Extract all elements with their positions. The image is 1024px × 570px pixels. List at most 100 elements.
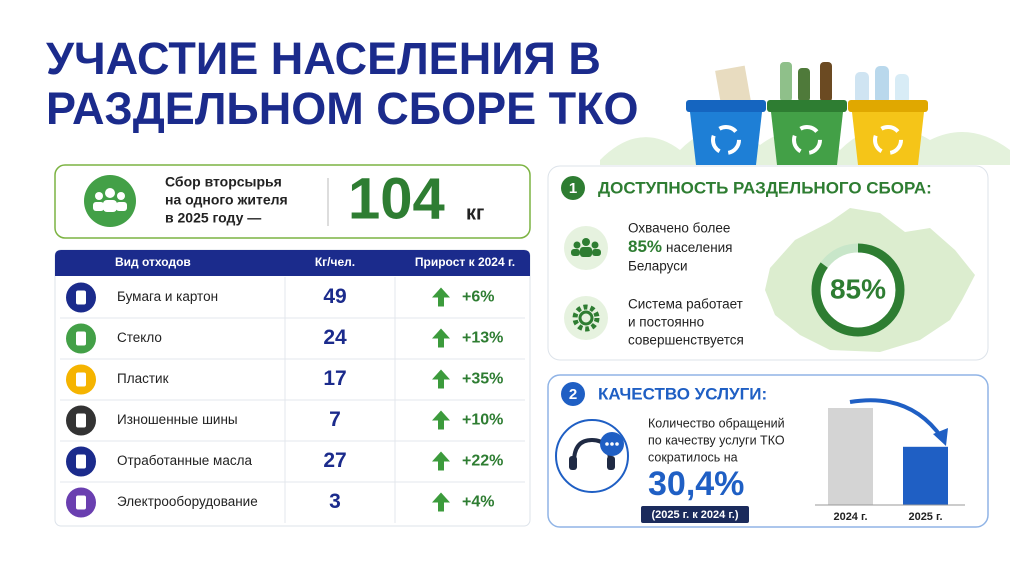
bin-lid — [848, 100, 928, 112]
growth: +13% — [462, 330, 503, 347]
table-body: Бумага и картон 49 +6% Стекло 24 +13% Пластик 1… — [60, 277, 525, 523]
growth: +22% — [462, 453, 503, 470]
summary-value: 104 — [348, 166, 445, 231]
summary-card — [54, 164, 531, 239]
bottle — [895, 74, 909, 104]
growth-arrow — [432, 410, 450, 430]
summary-text: на одного жителя — [165, 192, 288, 208]
kg-per-person: 27 — [323, 449, 346, 472]
item-text: Охвачено более — [628, 221, 730, 236]
quality-note: (2025 г. к 2024 г.) — [651, 509, 738, 521]
table-header — [55, 250, 530, 276]
waste-type: Бумага и картон — [117, 289, 218, 304]
section-number: 1 — [569, 180, 577, 197]
bar-label: 2025 г. — [908, 511, 942, 523]
bin-lid — [767, 100, 847, 112]
bottle — [820, 62, 832, 102]
quality-text: по качеству услуги ТКО — [648, 433, 785, 447]
growth-arrow — [432, 451, 450, 471]
bottle — [780, 62, 792, 102]
highlight: 85% — [628, 237, 662, 256]
kg-per-person: 3 — [329, 490, 341, 513]
bin-green — [771, 112, 843, 165]
summary-text: в 2025 году — — [165, 210, 261, 226]
item-text: 85% населения — [628, 237, 733, 256]
waste-type: Изношенные шины — [117, 412, 238, 427]
title: УЧАСТИЕ НАСЕЛЕНИЯ В — [46, 33, 601, 84]
quality-text: Количество обращений — [648, 416, 785, 430]
people-glyph — [571, 238, 601, 257]
bin-yellow — [852, 112, 924, 165]
row-icon-glyph — [76, 331, 86, 346]
quality-value: 30,4% — [648, 465, 744, 503]
growth: +6% — [462, 289, 494, 306]
support-icon-ring — [555, 419, 629, 493]
growth-arrow — [432, 328, 450, 348]
row-icon-glyph — [76, 454, 86, 469]
bins — [686, 62, 928, 165]
summary-text: Сбор вторсырья — [165, 174, 282, 190]
bin-lid — [686, 100, 766, 112]
kg-per-person: 49 — [323, 285, 346, 308]
section-title: КАЧЕСТВО УСЛУГИ: — [598, 384, 767, 403]
trend-arrow — [849, 398, 944, 440]
section-number: 2 — [569, 386, 577, 403]
section-number-badge — [561, 382, 585, 406]
row-icon-glyph — [76, 495, 86, 510]
recycle-symbol — [792, 125, 822, 155]
gear-icon — [564, 296, 608, 340]
column-header: Вид отходов — [115, 255, 191, 269]
donut-arc — [811, 243, 905, 337]
trend-arrowhead — [933, 428, 948, 446]
item-text: населения — [666, 240, 732, 255]
recycle-symbol — [711, 125, 741, 155]
note-box — [641, 506, 749, 523]
paper — [715, 65, 751, 107]
item-text: совершенствуется — [628, 333, 744, 348]
bottle — [798, 68, 810, 102]
quality-card — [547, 374, 989, 528]
growth: +10% — [462, 412, 503, 429]
waste-type: Стекло — [117, 330, 162, 345]
section-title: ДОСТУПНОСТЬ РАЗДЕЛЬНОГО СБОРА: — [598, 178, 932, 197]
growth-arrow — [432, 492, 450, 512]
bar — [828, 408, 873, 505]
bar-label: 2024 г. — [833, 511, 867, 523]
column-header: Прирост к 2024 г. — [415, 255, 515, 269]
kg-per-person: 7 — [329, 408, 341, 431]
bar-chart: 2024 г. 2025 г. — [815, 408, 965, 523]
section-number-badge — [561, 176, 585, 200]
row-icon-glyph — [76, 290, 86, 305]
growth-arrow — [432, 369, 450, 389]
chat-dots — [605, 442, 619, 446]
growth: +35% — [462, 371, 503, 388]
donut-label: 85% — [830, 273, 886, 304]
column-header: Кг/чел. — [315, 255, 355, 269]
kg-per-person: 24 — [323, 326, 347, 349]
row-icon-glyph — [76, 413, 86, 428]
bar — [903, 446, 948, 505]
growth-arrow — [432, 287, 450, 307]
bottle — [855, 72, 869, 104]
item-text: Система работает — [628, 297, 743, 312]
waste-type: Электрооборудование — [117, 494, 258, 509]
gear-glyph — [572, 304, 600, 332]
title: РАЗДЕЛЬНОМ СБОРЕ ТКО — [46, 83, 639, 134]
growth: +4% — [462, 494, 494, 511]
waste-type: Отработанные масла — [117, 453, 252, 468]
item-text: Беларуси — [628, 259, 688, 274]
kg-per-person: 17 — [323, 367, 346, 390]
bottle — [875, 66, 889, 104]
item-text: и постоянно — [628, 315, 704, 330]
people-glyph — [93, 188, 127, 212]
headset — [607, 456, 615, 470]
headset — [569, 456, 577, 470]
row-icon-glyph — [76, 372, 86, 387]
quality-text: сократилось на — [648, 450, 738, 464]
gear-glyph — [578, 310, 594, 326]
waste-type: Пластик — [117, 371, 169, 386]
summary-unit: кг — [466, 202, 484, 224]
recycle-symbol — [873, 125, 903, 155]
bin-blue — [690, 112, 762, 165]
